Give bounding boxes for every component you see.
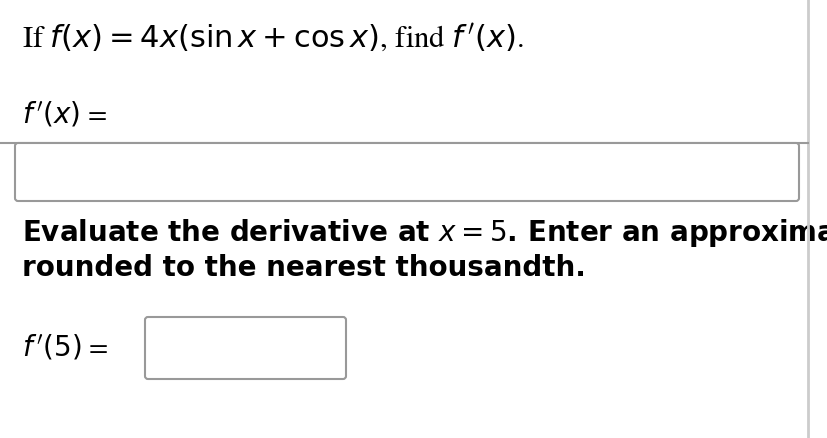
Text: If $f(x) = 4x(\sin x + \cos x)$, find $f\,'(x)$.: If $f(x) = 4x(\sin x + \cos x)$, find $f… (22, 22, 523, 54)
Text: $f\,'(5)$ =: $f\,'(5)$ = (22, 333, 108, 363)
Text: $f\,'(x)$ =: $f\,'(x)$ = (22, 100, 108, 130)
Text: rounded to the nearest thousandth.: rounded to the nearest thousandth. (22, 254, 586, 282)
FancyBboxPatch shape (15, 143, 798, 201)
FancyBboxPatch shape (145, 317, 346, 379)
Text: Evaluate the derivative at $x = 5$. Enter an approximation,: Evaluate the derivative at $x = 5$. Ente… (22, 217, 827, 249)
